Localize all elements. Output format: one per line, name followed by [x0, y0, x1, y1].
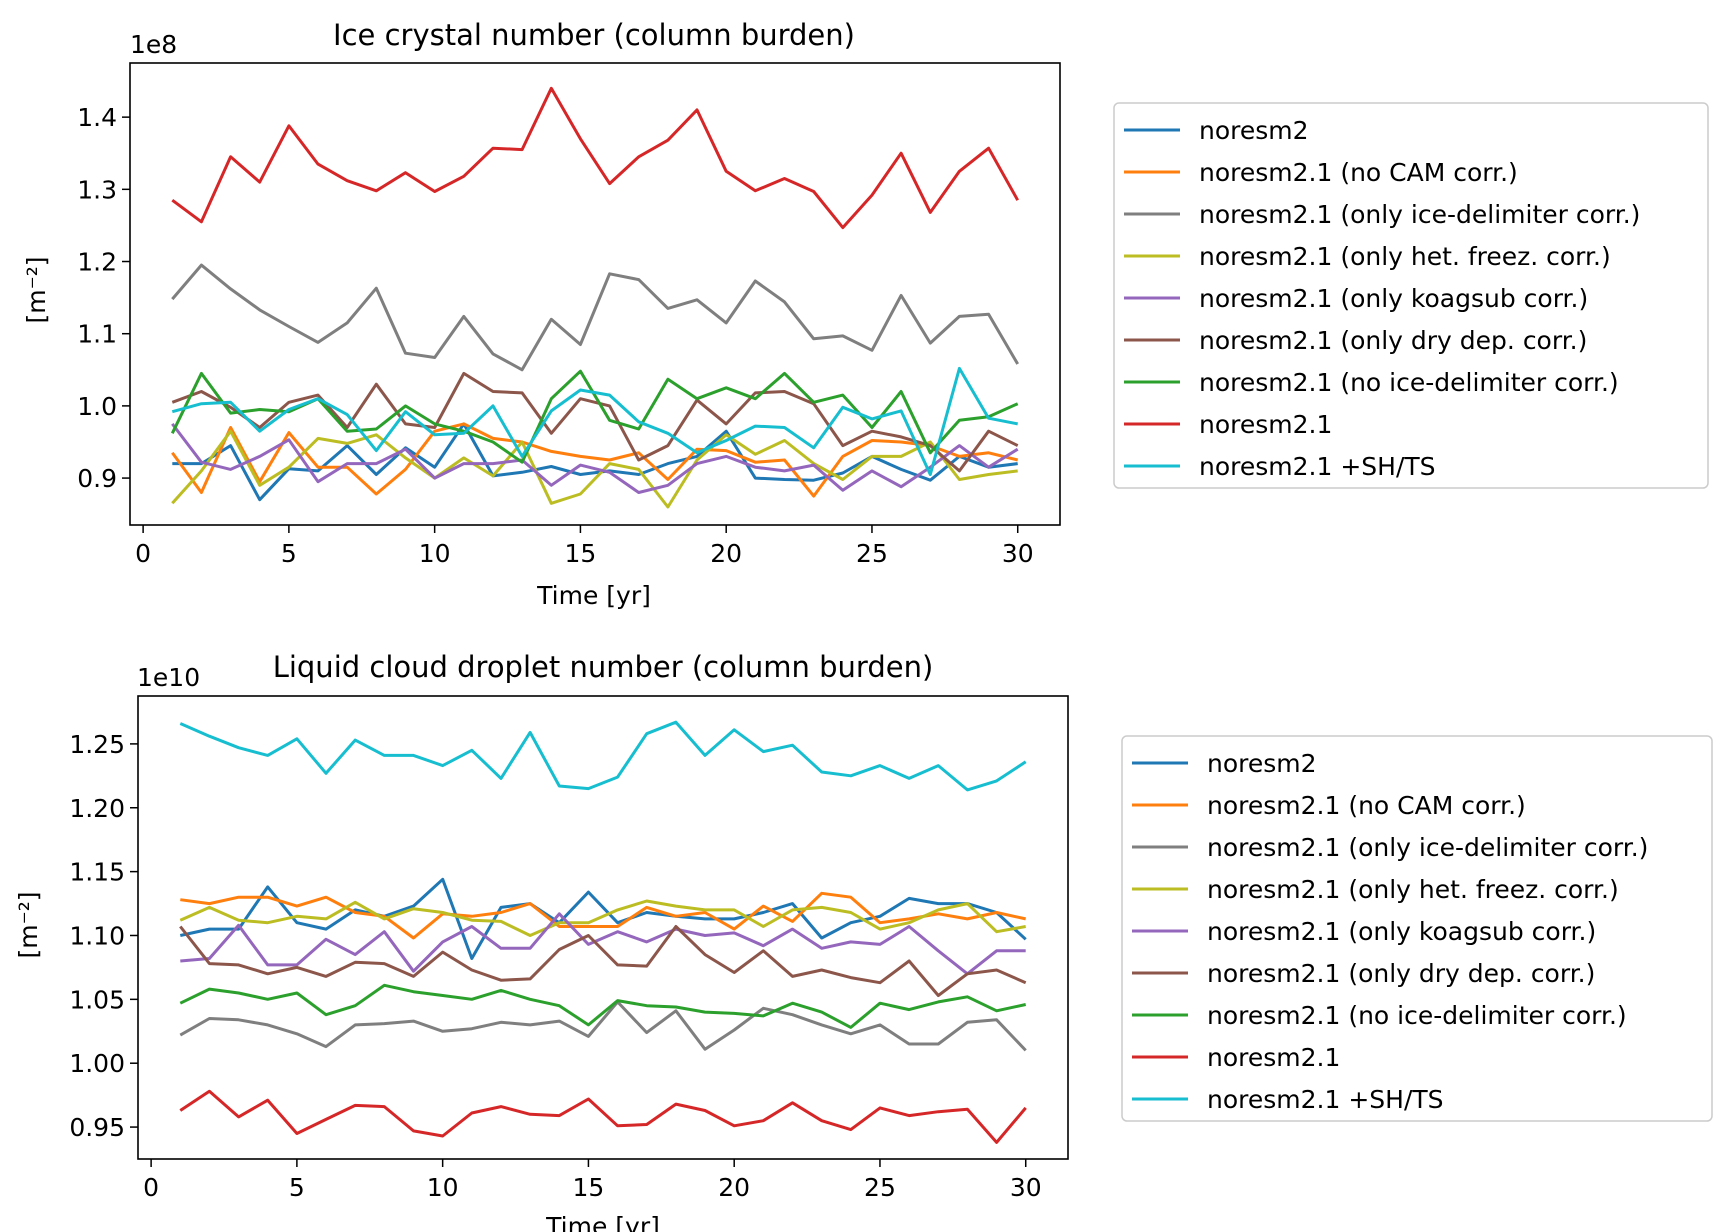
- series-line: [179, 1089, 1027, 1144]
- legend-entry: noresm2.1 +SH/TS: [1207, 1085, 1444, 1114]
- y-tick-label: 1.3: [77, 175, 117, 204]
- legend: noresm2 noresm2.1 (no CAM corr.) noresm2.1…: [1121, 735, 1713, 1122]
- x-tick-label: 5: [289, 1173, 305, 1202]
- axis-ticks: 0 5 10 15 20 25 30 0.95 1.00 1.05 1.10 1.15 1.20 1.25: [69, 730, 1041, 1202]
- legend-entry: noresm2: [1199, 116, 1309, 145]
- series-line: [179, 1000, 1027, 1052]
- series-line: [171, 422, 1019, 494]
- x-tick-label: 0: [143, 1173, 159, 1202]
- x-tick-label: 30: [1010, 1173, 1042, 1202]
- legend-entry: noresm2.1 (only koagsub corr.): [1207, 917, 1596, 946]
- legend-entry: noresm2.1 (no ice-delimiter corr.): [1199, 368, 1619, 397]
- axes-frame: [129, 62, 1061, 526]
- legend-box: [1121, 735, 1713, 1122]
- x-tick-label: 10: [419, 539, 451, 568]
- legend-entry: noresm2.1 (no CAM corr.): [1199, 158, 1518, 187]
- x-tick-label: 15: [565, 539, 597, 568]
- x-tick-label: 25: [856, 539, 888, 568]
- series-line: [179, 925, 1027, 997]
- y-tick-label: 1.25: [69, 730, 125, 759]
- series-line: [179, 720, 1027, 792]
- x-axis-label: Time [yr]: [545, 1212, 660, 1232]
- series-line: [180, 912, 1026, 976]
- y-tick-label: 1.4: [77, 103, 117, 132]
- legend-entry: noresm2.1 +SH/TS: [1199, 452, 1436, 481]
- y-axis-label: [m⁻²]: [22, 256, 51, 323]
- plot-lines: [179, 720, 1027, 1144]
- plot-lines: [170, 86, 1020, 509]
- y-axis-label: [m⁻²]: [14, 891, 43, 958]
- x-tick-label: 20: [718, 1173, 750, 1202]
- series-line: [171, 429, 1018, 509]
- legend-entry: noresm2: [1207, 749, 1317, 778]
- chart-panel-ice: Ice crystal number (column burden) 1e8 T…: [22, 18, 1709, 610]
- series-line: [171, 263, 1019, 372]
- series-line: [172, 422, 1018, 502]
- y-tick-label: 1.1: [77, 320, 117, 349]
- y-tick-label: 1.10: [69, 921, 125, 950]
- x-tick-label: 10: [427, 1173, 459, 1202]
- legend-entry: noresm2.1 (only het. freez. corr.): [1207, 875, 1619, 904]
- series-line: [179, 983, 1027, 1029]
- legend-box: [1113, 102, 1709, 489]
- series-line: [171, 366, 1018, 476]
- series-line: [171, 86, 1020, 230]
- y-tick-label: 1.20: [69, 794, 125, 823]
- x-tick-label: 0: [135, 539, 151, 568]
- series-line: [180, 891, 1027, 940]
- offset-text: 1e10: [137, 663, 200, 692]
- legend: noresm2 noresm2.1 (no CAM corr.) noresm2.1…: [1113, 102, 1709, 489]
- legend-entry: noresm2.1: [1207, 1043, 1340, 1072]
- chart-title: Liquid cloud droplet number (column burd…: [273, 650, 934, 684]
- y-tick-label: 1.05: [69, 985, 125, 1014]
- x-tick-label: 5: [281, 539, 297, 568]
- y-tick-label: 1.0: [77, 392, 117, 421]
- y-tick-label: 1.00: [69, 1049, 125, 1078]
- x-tick-label: 15: [573, 1173, 605, 1202]
- series-line: [170, 369, 1019, 464]
- x-tick-label: 30: [1002, 539, 1034, 568]
- series-line: [179, 899, 1026, 937]
- y-tick-label: 1.2: [77, 248, 117, 277]
- series-line: [171, 371, 1019, 473]
- axis-ticks: 0 5 10 15 20 25 30 0.9 1.0 1.1 1.2 1.3 1.4: [77, 103, 1033, 568]
- legend-entry: noresm2.1 (only dry dep. corr.): [1199, 326, 1587, 355]
- legend-entry: noresm2.1 (only ice-delimiter corr.): [1207, 833, 1648, 862]
- series-line: [171, 422, 1019, 498]
- legend-entry: noresm2.1 (only dry dep. corr.): [1207, 959, 1595, 988]
- offset-text: 1e8: [130, 30, 177, 59]
- series-line: [179, 877, 1027, 960]
- legend-entry: noresm2.1 (only het. freez. corr.): [1199, 242, 1611, 271]
- legend-entry: noresm2.1 (only ice-delimiter corr.): [1199, 200, 1640, 229]
- axes-frame: [137, 695, 1069, 1160]
- chart-panel-liquid: Liquid cloud droplet number (column burd…: [14, 650, 1713, 1232]
- y-tick-label: 0.95: [69, 1113, 125, 1142]
- x-tick-label: 20: [710, 539, 742, 568]
- x-tick-label: 25: [864, 1173, 896, 1202]
- legend-entry: noresm2.1 (only koagsub corr.): [1199, 284, 1588, 313]
- legend-entry: noresm2.1 (no ice-delimiter corr.): [1207, 1001, 1627, 1030]
- chart-title: Ice crystal number (column burden): [333, 18, 855, 52]
- legend-entry: noresm2.1: [1199, 410, 1332, 439]
- x-axis-label: Time [yr]: [536, 581, 651, 610]
- y-tick-label: 1.15: [69, 858, 125, 887]
- legend-entry: noresm2.1 (no CAM corr.): [1207, 791, 1526, 820]
- y-tick-label: 0.9: [77, 464, 117, 493]
